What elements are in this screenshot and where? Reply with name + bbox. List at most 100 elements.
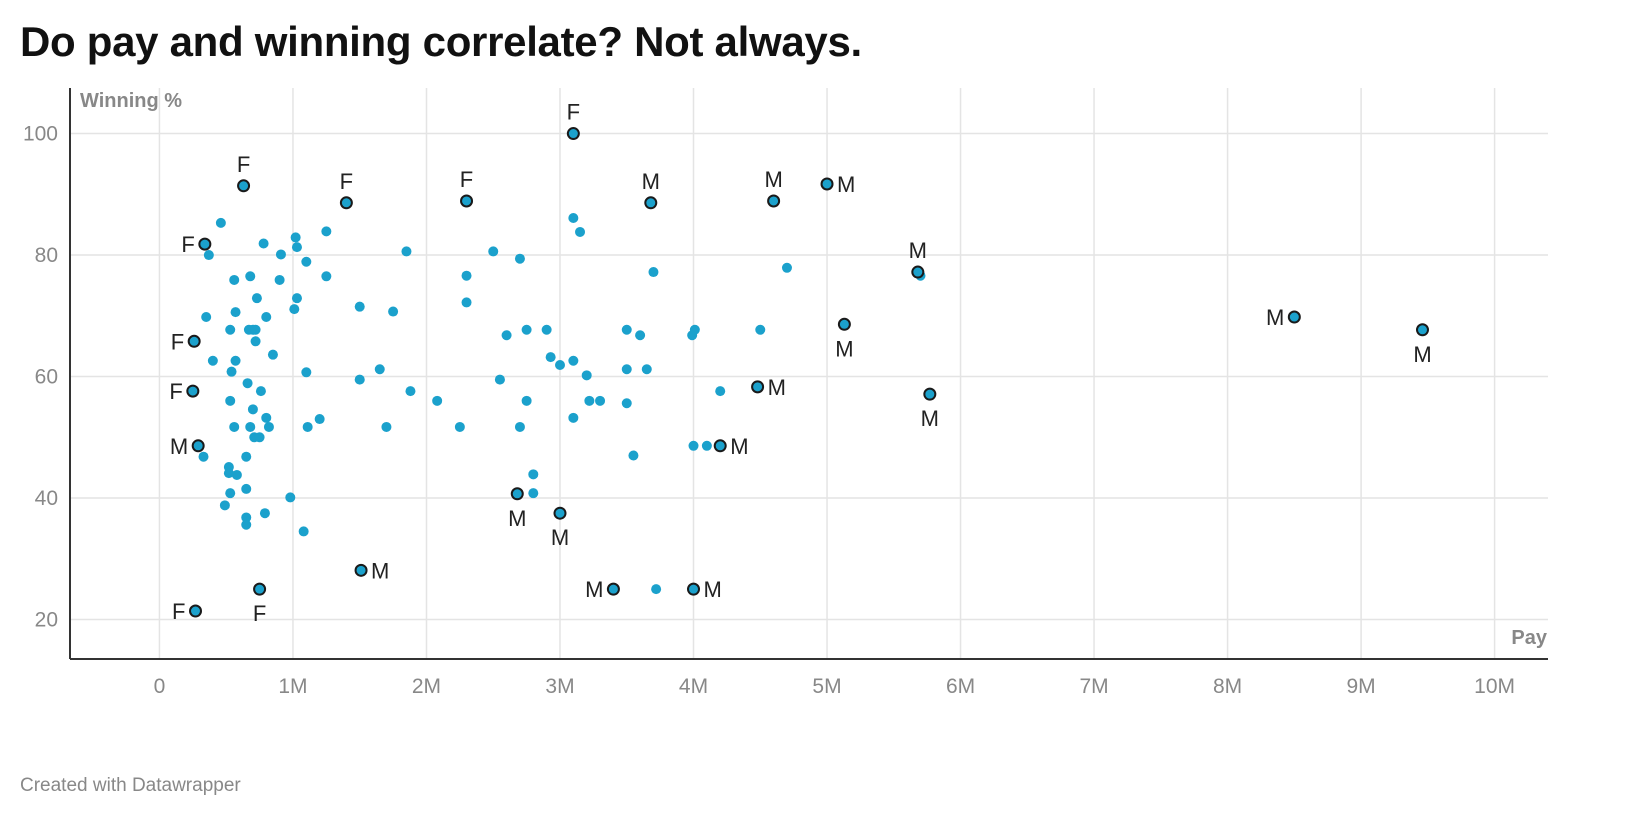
data-point: [381, 421, 392, 432]
data-point: [701, 440, 712, 451]
data-point: [261, 312, 272, 323]
point-label: M: [835, 336, 853, 361]
data-point: [554, 359, 565, 370]
point-label: M: [768, 375, 786, 400]
data-point: [568, 355, 579, 366]
labeled-data-point: [510, 487, 524, 501]
data-point: [223, 468, 234, 479]
data-point: [354, 301, 365, 312]
chart-title: Do pay and winning correlate? Not always…: [20, 18, 862, 65]
labeled-data-point: [553, 506, 567, 520]
labeled-data-point: [354, 563, 368, 577]
data-point: [755, 324, 766, 335]
point-label: M: [1266, 305, 1284, 330]
point-label: F: [237, 152, 250, 177]
labeled-data-point: [191, 439, 205, 453]
point-label: M: [170, 434, 188, 459]
data-point: [454, 421, 465, 432]
point-label: M: [730, 434, 748, 459]
data-point: [291, 293, 302, 304]
data-point: [207, 355, 218, 366]
data-point: [432, 395, 443, 406]
data-point: [584, 395, 595, 406]
data-point: [641, 364, 652, 375]
x-tick-label: 5M: [812, 675, 841, 698]
data-point: [568, 412, 579, 423]
labeled-data-point: [911, 265, 925, 279]
data-point: [521, 324, 532, 335]
data-point: [541, 324, 552, 335]
data-point: [230, 307, 241, 318]
point-label: M: [642, 169, 660, 194]
point-label: F: [169, 379, 182, 404]
labeled-data-point: [460, 194, 474, 208]
data-point: [215, 217, 226, 228]
point-label: M: [909, 238, 927, 263]
data-point: [229, 274, 240, 285]
data-point: [494, 374, 505, 385]
data-point: [374, 364, 385, 375]
data-point: [241, 451, 252, 462]
labeled-data-point: [606, 582, 620, 596]
x-tick-label: 6M: [946, 675, 975, 698]
data-point: [255, 386, 266, 397]
point-label: M: [764, 167, 782, 192]
data-point: [488, 246, 499, 257]
labeled-data-point: [187, 334, 201, 348]
point-label: F: [253, 601, 266, 626]
data-point: [715, 386, 726, 397]
labeled-data-point: [566, 127, 580, 141]
data-point: [261, 412, 272, 423]
x-tick-label: 7M: [1079, 675, 1108, 698]
data-point: [405, 386, 416, 397]
point-label: M: [551, 525, 569, 550]
data-point: [461, 270, 472, 281]
labeled-data-point: [198, 237, 212, 251]
data-point: [514, 421, 525, 432]
data-point: [321, 271, 332, 282]
labeled-data-point: [1287, 310, 1301, 324]
data-point: [289, 304, 300, 315]
data-point: [301, 256, 312, 267]
data-point: [388, 306, 399, 317]
x-tick-label: 8M: [1213, 675, 1242, 698]
x-tick-label: 9M: [1346, 675, 1375, 698]
data-point: [285, 492, 296, 503]
data-point: [528, 469, 539, 480]
x-tick-label: 0: [154, 675, 166, 698]
data-point: [241, 512, 252, 523]
data-point: [247, 404, 258, 415]
point-label: F: [181, 232, 194, 257]
data-point: [267, 349, 278, 360]
point-label: M: [585, 577, 603, 602]
data-point: [275, 249, 286, 260]
data-point: [263, 421, 274, 432]
data-point: [250, 336, 261, 347]
x-tick-label: 1M: [278, 675, 307, 698]
labeled-data-point: [751, 380, 765, 394]
data-point: [635, 330, 646, 341]
data-point: [314, 414, 325, 425]
data-point: [302, 421, 313, 432]
labeled-data-point: [923, 387, 937, 401]
data-point: [290, 232, 301, 243]
data-point: [242, 378, 253, 389]
data-point: [225, 395, 236, 406]
data-point: [226, 366, 237, 377]
data-point: [241, 519, 252, 530]
point-label: M: [704, 577, 722, 602]
x-tick-label: 3M: [545, 675, 574, 698]
labeled-data-point: [237, 179, 251, 193]
point-label: F: [171, 329, 184, 354]
data-point: [648, 267, 659, 278]
point-label: F: [460, 167, 473, 192]
labeled-data-point: [837, 317, 851, 331]
labeled-data-point: [767, 194, 781, 208]
data-point: [521, 395, 532, 406]
labeled-data-point: [644, 196, 658, 210]
x-tick-label: 2M: [412, 675, 441, 698]
point-label: F: [567, 100, 580, 125]
data-point: [203, 250, 214, 261]
